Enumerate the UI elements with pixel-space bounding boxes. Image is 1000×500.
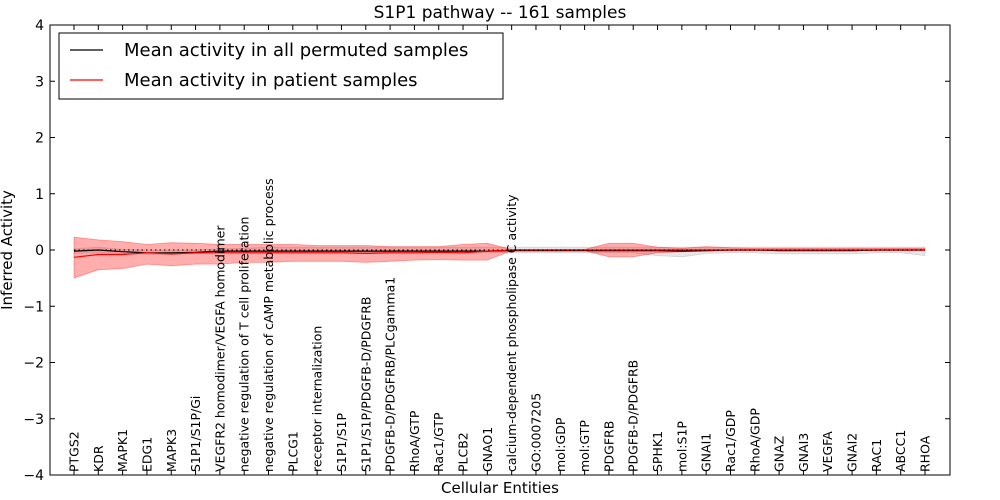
x-tick-label: PLCB2 xyxy=(456,432,471,472)
y-tick-label: −2 xyxy=(23,356,44,372)
x-tick-label: negative regulation of cAMP metabolic pr… xyxy=(261,178,276,472)
y-axis-label: Inferred Activity xyxy=(0,190,16,310)
x-tick-label: VEGFA xyxy=(820,431,835,472)
y-tick-label: 0 xyxy=(35,243,44,259)
y-tick-label: −4 xyxy=(23,468,44,484)
x-tick-label: MAPK1 xyxy=(115,429,130,472)
legend-label-permuted: Mean activity in all permuted samples xyxy=(124,40,468,61)
x-axis-label: Cellular Entities xyxy=(441,479,559,497)
x-tick-label: S1P1/S1P xyxy=(334,413,349,472)
x-tick-label: GNAO1 xyxy=(480,427,495,472)
x-tick-label: EDG1 xyxy=(139,437,154,472)
x-tick-label: Rac1/GTP xyxy=(431,412,446,472)
y-tick-label: 1 xyxy=(35,187,44,203)
x-tick-label: PDGFRB xyxy=(601,421,616,472)
x-tick-label: GNAZ xyxy=(772,436,787,472)
x-tick-label: VEGFR2 homodimer/VEGFA homodimer xyxy=(212,225,227,472)
y-tick-label: 3 xyxy=(35,74,44,90)
chart-title: S1P1 pathway -- 161 samples xyxy=(374,3,627,23)
x-tick-label: PDGFB-D/PDGFRB xyxy=(626,360,641,472)
legend: Mean activity in all permuted samples Me… xyxy=(58,32,504,100)
x-tick-label: mol:GDP xyxy=(553,417,568,472)
x-tick-label: PDGFB-D/PDGFRB/PLCgamma1 xyxy=(383,277,398,472)
x-tick-label: RAC1 xyxy=(869,439,884,472)
x-tick-label: PLCG1 xyxy=(285,431,300,472)
x-tick-label: mol:GTP xyxy=(577,420,592,472)
x-tick-label: mol:S1P xyxy=(674,421,689,472)
x-tick-label: RhoA/GDP xyxy=(747,408,762,472)
x-tick-label: MAPK3 xyxy=(164,429,179,472)
x-tick-label: calcium-dependent phospholipase C activi… xyxy=(504,194,519,472)
x-tick-label: S1P1/S1P/PDGFB-D/PDGFRB xyxy=(358,297,373,473)
x-tick-label: receptor internalization xyxy=(310,326,325,472)
legend-label-patient: Mean activity in patient samples xyxy=(124,70,418,91)
y-tick-label: −1 xyxy=(23,299,44,315)
y-tick-label: 4 xyxy=(35,18,44,34)
y-tick-label: 2 xyxy=(35,131,44,147)
x-tick-label: S1P1/S1P/Gi xyxy=(188,396,203,472)
legend-box xyxy=(58,32,504,100)
x-tick-label: RHOA xyxy=(918,435,933,472)
x-tick-label: ABCC1 xyxy=(893,430,908,472)
x-tick-label: GNAI3 xyxy=(796,433,811,472)
x-tick-label: negative regulation of T cell proliferat… xyxy=(237,217,252,472)
x-tick-label: GO:0007205 xyxy=(528,393,543,472)
x-tick-label: Rac1/GDP xyxy=(723,410,738,472)
x-tick-label: GNAI1 xyxy=(699,433,714,472)
y-tick-label: −3 xyxy=(23,412,44,428)
series-line-patient xyxy=(73,249,925,258)
x-tick-label: RhoA/GTP xyxy=(407,410,422,472)
x-tick-label: SPHK1 xyxy=(650,431,665,472)
x-tick-label: KDR xyxy=(91,445,106,472)
x-tick-label: GNAI2 xyxy=(845,433,860,472)
x-tick-label: PTGS2 xyxy=(67,431,82,472)
